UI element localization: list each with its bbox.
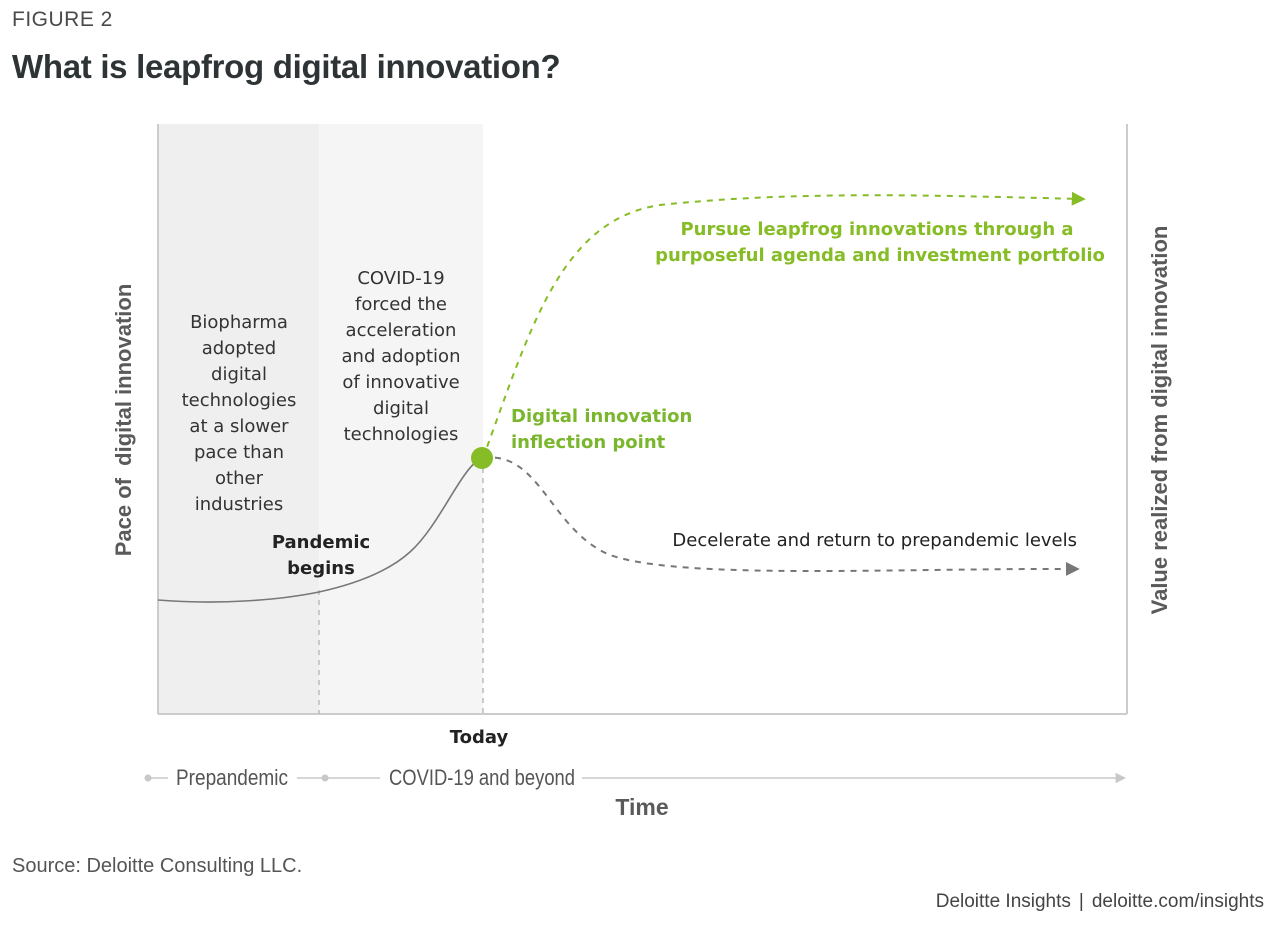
timeline-prepandemic: Prepandemic <box>176 765 288 790</box>
prepandemic-region <box>158 124 319 714</box>
footer-url-link[interactable]: deloitte.com/insights <box>1091 891 1264 912</box>
x-axis-label: Time <box>615 794 668 820</box>
timeline: Prepandemic COVID-19 and beyond <box>144 765 1127 790</box>
covid-line: COVID-19 <box>357 268 444 289</box>
timeline-mid-dot <box>321 774 329 782</box>
y-axis-left-label: Pace of digital innovation <box>111 284 136 557</box>
covid-line: forced the <box>355 294 447 315</box>
footer-brand: Deloitte Insights <box>935 891 1071 912</box>
covid-region <box>319 124 483 714</box>
prepandemic-description: Biopharma adopted digital technologies a… <box>182 312 297 515</box>
pandemic-begins-label: Pandemic begins <box>272 532 370 579</box>
covid-line: acceleration <box>346 320 457 341</box>
prepandemic-line: pace than <box>194 442 284 463</box>
timeline-start-dot <box>144 774 152 782</box>
historical-curve <box>157 457 482 603</box>
prepandemic-line: at a slower <box>189 416 289 437</box>
figure-title: What is leapfrog digital innovation? <box>12 48 561 85</box>
y-axis-right-label: Value realized from digital innovation <box>1147 226 1172 615</box>
svg-text:purposeful agenda and investme: purposeful agenda and investment portfol… <box>655 245 1105 266</box>
timeline-covid: COVID-19 and beyond <box>389 765 575 790</box>
today-label: Today <box>450 727 509 748</box>
footer-separator: | <box>1078 891 1084 912</box>
svg-text:Pursue leapfrog innovations th: Pursue leapfrog innovations through a <box>680 219 1073 240</box>
figure-label: FIGURE 2 <box>12 8 113 31</box>
prepandemic-line: Biopharma <box>190 312 288 333</box>
prepandemic-line: technologies <box>182 390 297 411</box>
inflection-point-dot <box>471 447 493 469</box>
svg-text:inflection point: inflection point <box>511 432 666 453</box>
covid-line: and adoption <box>342 346 461 367</box>
covid-line: digital <box>373 398 429 419</box>
prepandemic-line: industries <box>195 494 284 515</box>
covid-line: technologies <box>344 424 459 445</box>
decelerate-label: Decelerate and return to prepandemic lev… <box>672 530 1077 551</box>
svg-text:begins: begins <box>287 558 355 579</box>
source-note: Source: Deloitte Consulting LLC. <box>12 855 303 877</box>
svg-text:Digital innovation: Digital innovation <box>511 406 692 427</box>
footer: Deloitte Insights | deloitte.com/insights <box>936 891 1264 913</box>
covid-description: COVID-19 forced the acceleration and ado… <box>342 268 461 445</box>
leapfrog-label: Pursue leapfrog innovations through a pu… <box>655 219 1105 266</box>
svg-text:Pandemic: Pandemic <box>272 532 370 553</box>
leapfrog-path <box>482 191 1086 459</box>
covid-line: of innovative <box>342 372 459 393</box>
prepandemic-line: digital <box>211 364 267 385</box>
prepandemic-line: other <box>215 468 264 489</box>
prepandemic-line: adopted <box>202 338 276 359</box>
inflection-label: Digital innovation inflection point <box>511 406 692 453</box>
decelerate-path <box>482 456 1080 576</box>
